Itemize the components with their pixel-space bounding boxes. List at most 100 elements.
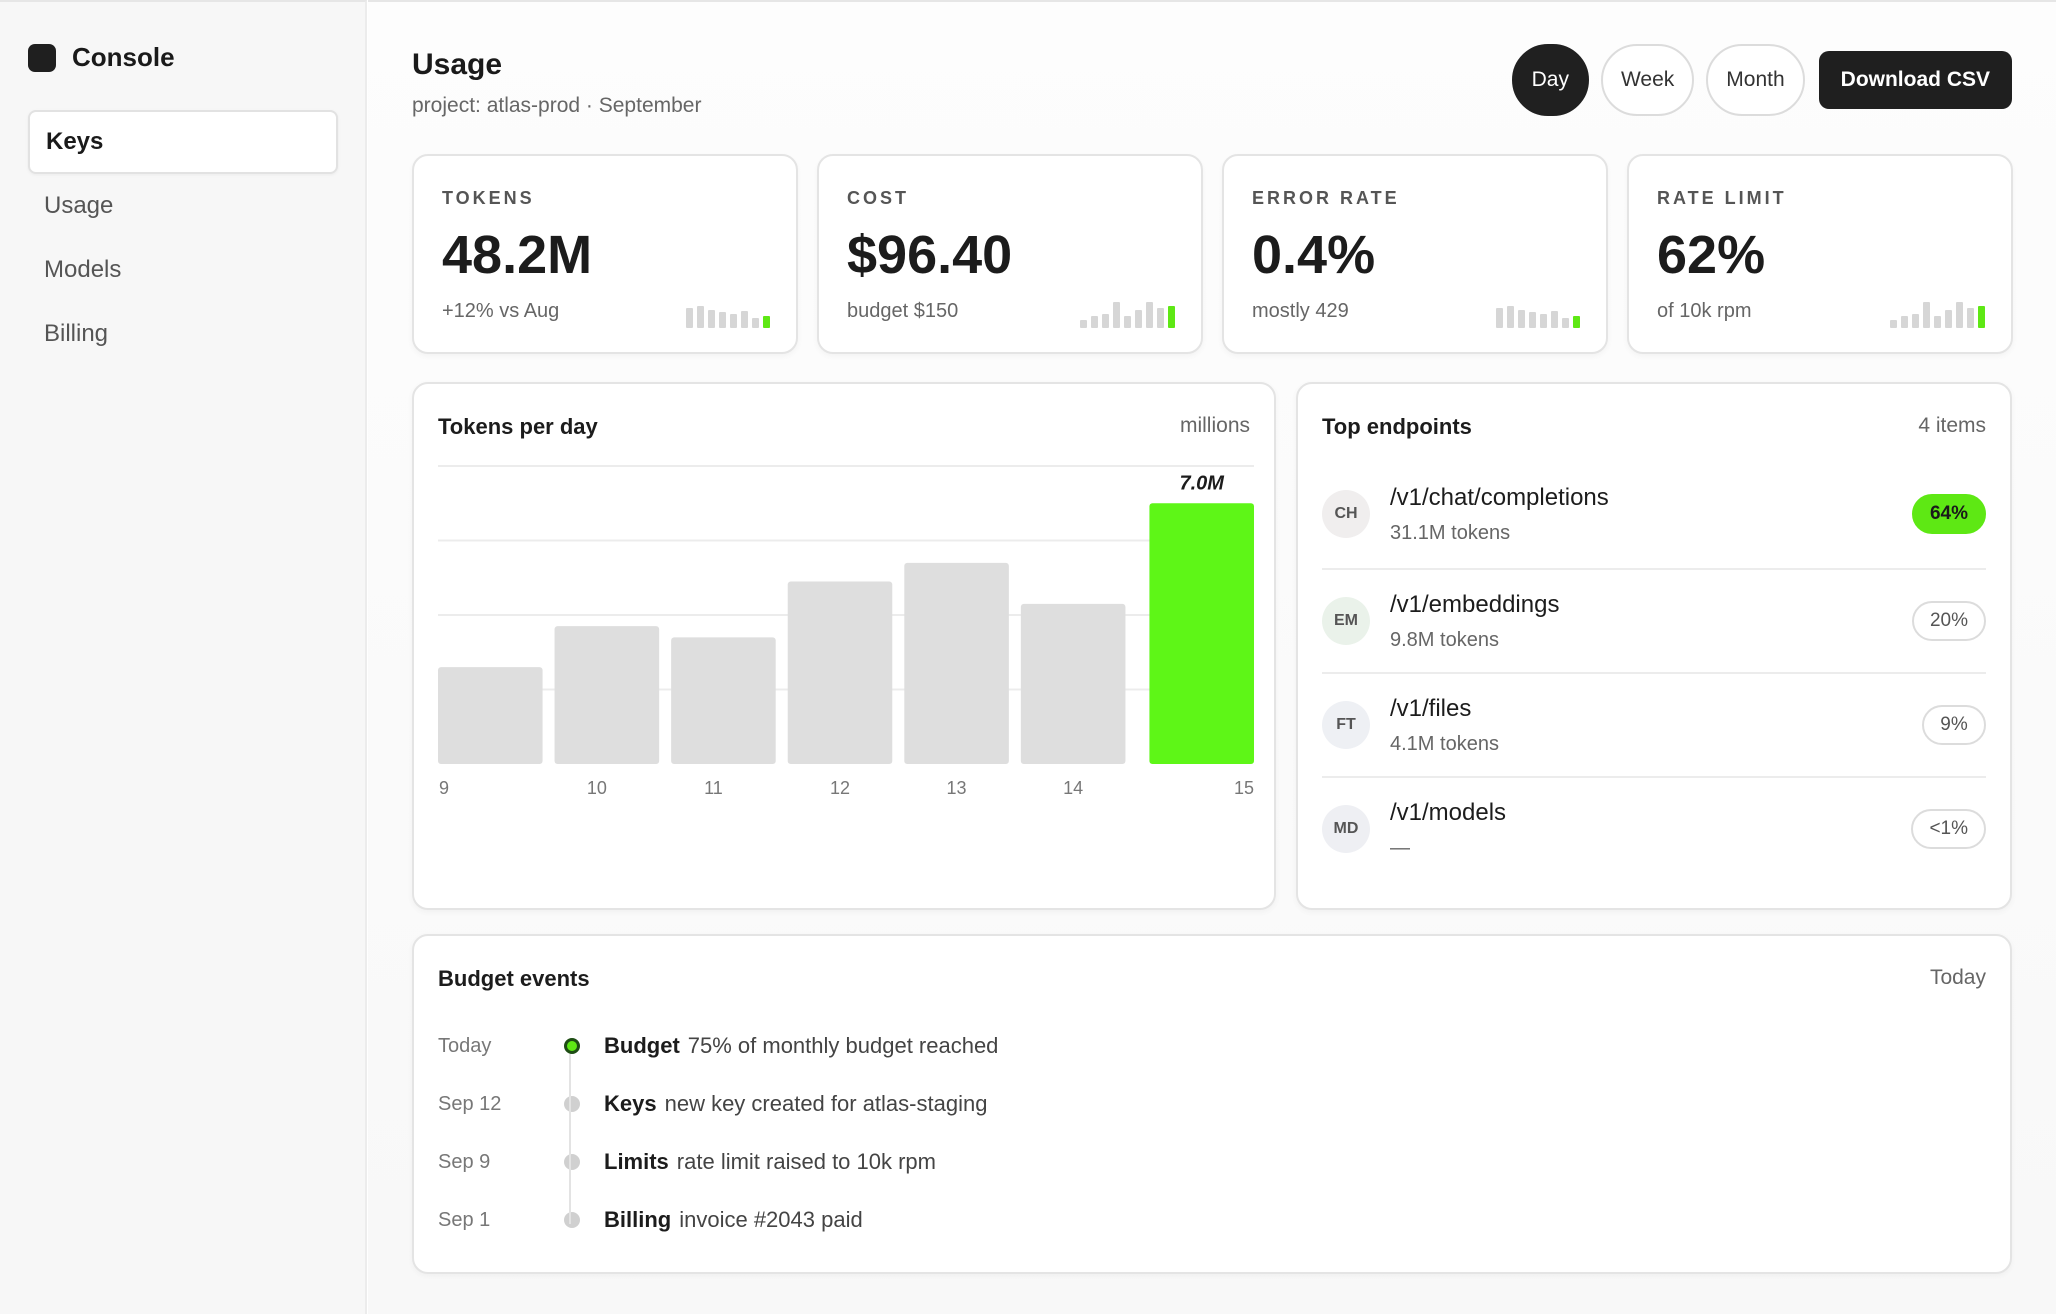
panel-title: Top endpoints <box>1322 414 1472 439</box>
stat-value: 48.2M <box>442 225 593 285</box>
sidebar-nav: Keys Usage Models Billing <box>28 110 338 366</box>
stat-card-rate-limit: RATE LIMIT 62% of 10k rpm <box>1627 154 2013 354</box>
stat-value: 0.4% <box>1252 225 1376 285</box>
sparkline-icon <box>1080 300 1175 328</box>
chart-x-tick-label: 14 <box>1063 778 1083 798</box>
event-tag: Keys <box>604 1091 657 1116</box>
endpoint-row[interactable]: MD /v1/models — <1% <box>1322 776 1986 880</box>
stat-card-cost: COST $96.40 budget $150 <box>817 154 1203 354</box>
stat-note: +12% vs Aug <box>442 300 560 322</box>
event-text: rate limit raised to 10k rpm <box>676 1149 936 1174</box>
timeline-dot-icon <box>564 1096 580 1112</box>
chart-bar[interactable] <box>438 667 543 764</box>
event-date: Sep 12 <box>438 1092 502 1115</box>
toolbar: Day Week Month Download CSV <box>1511 44 2012 116</box>
range-week-button[interactable]: Week <box>1600 44 1695 116</box>
main-content: Usage project: atlas-prod · September Da… <box>368 0 2056 1314</box>
stat-label: RATE LIMIT <box>1657 188 1787 208</box>
timeline-dot-icon <box>564 1038 580 1054</box>
event-date: Sep 9 <box>438 1150 491 1173</box>
chart-bar[interactable] <box>787 581 893 764</box>
event-row: Sep 12 Keys new key created for atlas-st… <box>438 1084 987 1124</box>
event-text: 75% of monthly budget reached <box>687 1033 999 1058</box>
range-day-button[interactable]: Day <box>1511 44 1589 116</box>
brand-logo-icon <box>28 43 56 72</box>
stat-label: COST <box>847 188 910 208</box>
brand[interactable]: Console <box>28 42 175 73</box>
timeline-dot-icon <box>564 1154 580 1170</box>
sparkline-icon <box>1890 300 1985 328</box>
chart-x-tick-label: 10 <box>587 778 607 798</box>
sidebar-item-keys[interactable]: Keys <box>28 110 338 174</box>
event-date: Sep 1 <box>438 1208 491 1231</box>
stat-label: ERROR RATE <box>1252 188 1400 208</box>
stat-value: 62% <box>1657 225 1766 285</box>
event-row: Today Budget 75% of monthly budget reach… <box>438 1026 998 1066</box>
share-badge: 9% <box>1922 705 1986 745</box>
endpoint-row[interactable]: CH /v1/chat/completions 31.1M tokens 64% <box>1322 462 1986 566</box>
share-badge: 20% <box>1911 601 1986 641</box>
timeline-line <box>569 1054 571 1224</box>
stat-card-tokens: TOKENS 48.2M +12% vs Aug <box>412 154 798 354</box>
event-text: new key created for atlas-staging <box>664 1091 988 1116</box>
download-csv-button[interactable]: Download CSV <box>1818 51 2012 109</box>
endpoint-detail: 9.8M tokens <box>1390 628 1499 651</box>
chart-bar[interactable] <box>671 637 776 764</box>
budget-events-panel: Budget events Today Today Budget 75% of … <box>412 934 2012 1274</box>
sidebar-item-usage[interactable]: Usage <box>44 192 114 219</box>
chart-bar[interactable] <box>554 626 660 764</box>
event-tag: Limits <box>604 1149 669 1174</box>
endpoint-path: /v1/embeddings <box>1390 590 1560 618</box>
stat-note: of 10k rpm <box>1657 300 1752 322</box>
top-endpoints-panel: Top endpoints 4 items CH /v1/chat/comple… <box>1296 382 2012 910</box>
timeline-dot-icon <box>564 1212 580 1228</box>
sparkline-icon <box>1496 300 1580 328</box>
endpoint-row[interactable]: EM /v1/embeddings 9.8M tokens 20% <box>1322 568 1986 672</box>
chart-data-label: 7.0M <box>1179 472 1225 494</box>
brand-name: Console <box>72 42 175 72</box>
avatar: FT <box>1322 701 1370 749</box>
stat-note: mostly 429 <box>1252 300 1349 322</box>
tokens-per-day-panel: Tokens per day millions 9 10 11 12 13 14 15 7.0… <box>412 382 1276 910</box>
page-subtitle: project: atlas-prod · September <box>412 94 702 117</box>
event-tag: Billing <box>604 1207 672 1232</box>
range-month-button[interactable]: Month <box>1706 44 1805 116</box>
endpoint-detail: 4.1M tokens <box>1390 732 1499 755</box>
endpoint-detail: 31.1M tokens <box>1390 521 1511 544</box>
endpoint-detail: — <box>1390 836 1410 859</box>
chart-unit-label: millions <box>1179 414 1250 437</box>
share-badge: <1% <box>1911 809 1986 849</box>
panel-title: Budget events <box>438 966 590 991</box>
stat-value: $96.40 <box>847 225 1013 285</box>
events-filter[interactable]: Today <box>1929 966 1986 989</box>
chart-x-tick-label: 9 <box>439 778 449 798</box>
sidebar: Console Keys Usage Models Billing <box>0 0 367 1314</box>
event-date: Today <box>438 1034 492 1057</box>
endpoints-count: 4 items <box>1918 414 1986 437</box>
chart-x-tick-label: 15 <box>1234 778 1254 798</box>
panel-title: Tokens per day <box>438 414 598 439</box>
stat-note: budget $150 <box>847 300 959 322</box>
event-row: Sep 1 Billing invoice #2043 paid <box>438 1200 863 1240</box>
chart-bar[interactable] <box>1149 503 1254 764</box>
endpoint-path: /v1/chat/completions <box>1390 483 1609 511</box>
stat-cards: TOKENS 48.2M +12% vs Aug COST $96.40 bud… <box>412 154 2013 354</box>
stat-card-error-rate: ERROR RATE 0.4% mostly 429 <box>1222 154 1608 354</box>
avatar: MD <box>1322 805 1370 853</box>
sidebar-item-billing[interactable]: Billing <box>44 320 109 347</box>
chart-x-tick-label: 11 <box>704 778 723 798</box>
chart-bar[interactable] <box>904 562 1009 764</box>
sparkline-icon <box>686 300 770 328</box>
chart-bar[interactable] <box>1020 603 1126 764</box>
chart-x-tick-label: 12 <box>830 778 850 798</box>
avatar: EM <box>1322 597 1370 645</box>
endpoint-row[interactable]: FT /v1/files 4.1M tokens 9% <box>1322 672 1986 776</box>
sidebar-item-models[interactable]: Models <box>44 256 122 283</box>
event-row: Sep 9 Limits rate limit raised to 10k rp… <box>438 1142 936 1182</box>
avatar: CH <box>1322 490 1370 538</box>
chart-x-tick-label: 13 <box>947 778 967 798</box>
share-badge: 64% <box>1911 494 1986 534</box>
endpoint-path: /v1/models <box>1390 798 1507 826</box>
event-tag: Budget <box>604 1033 680 1058</box>
page-title: Usage <box>412 48 503 81</box>
